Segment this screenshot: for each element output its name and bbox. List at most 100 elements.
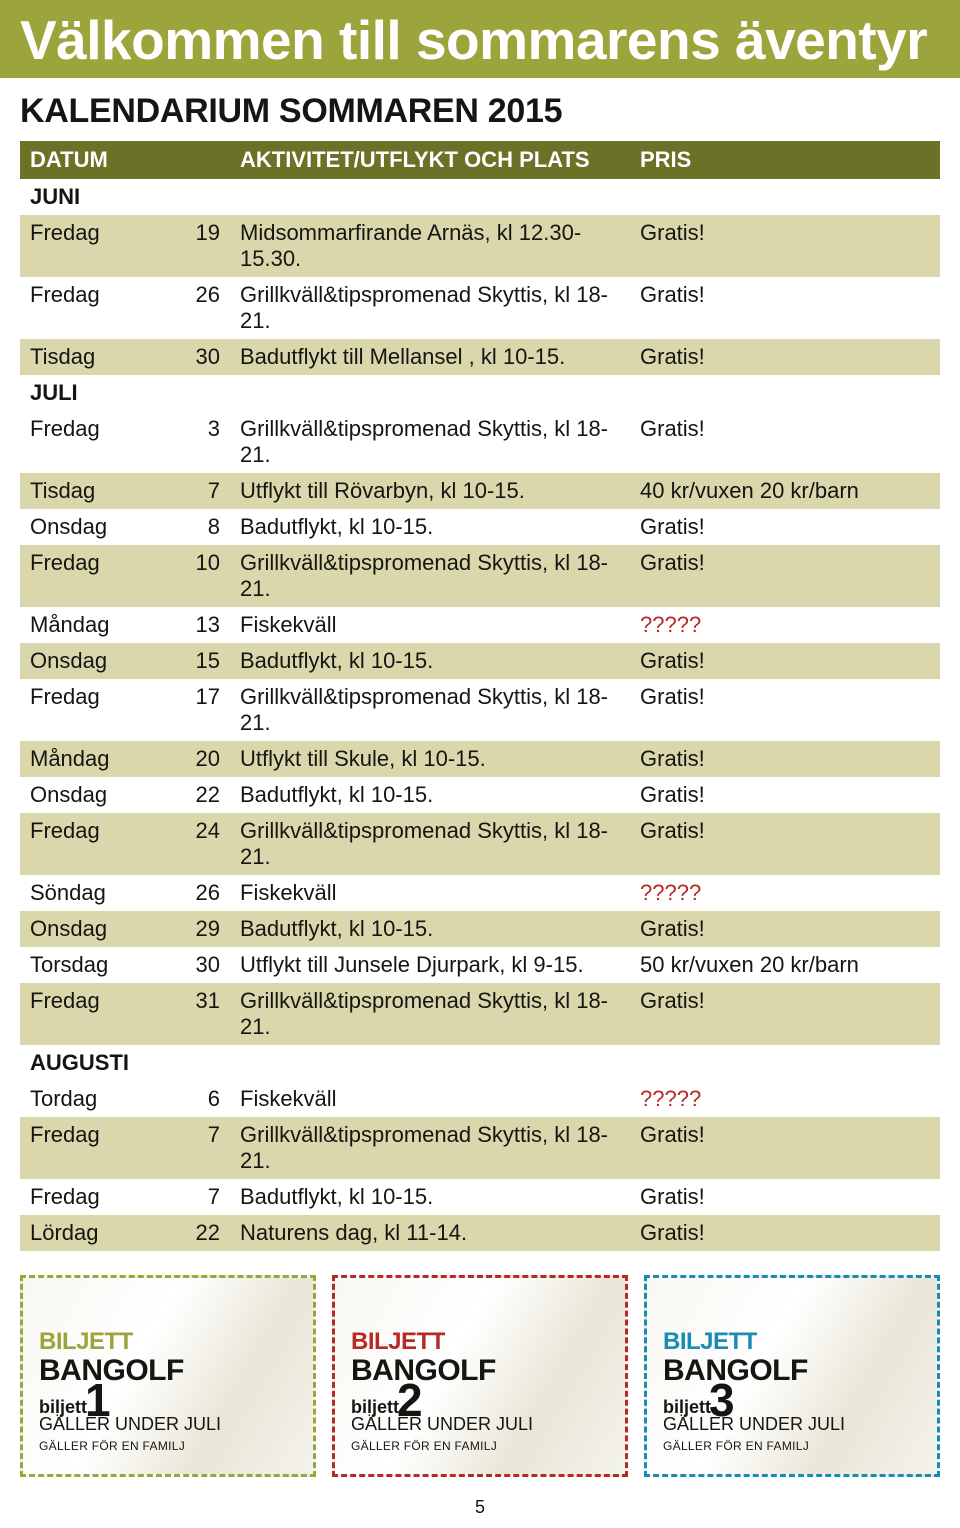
cell-activity: Badutflykt, kl 10-15.	[230, 643, 630, 679]
cell-daynum: 26	[165, 277, 230, 339]
table-row: Måndag13Fiskekväll?????	[20, 607, 940, 643]
cell-weekday: Fredag	[20, 983, 165, 1045]
cell-weekday: Onsdag	[20, 643, 165, 679]
ticket-valid-text: GÄLLER UNDER JULI	[39, 1414, 297, 1435]
cell-activity: Grillkväll&tipspromenad Skyttis, kl 18-2…	[230, 411, 630, 473]
cell-weekday: Fredag	[20, 813, 165, 875]
title-bar: Välkommen till sommarens äventyr	[0, 0, 960, 78]
table-row: Fredag19Midsommarfirande Arnäs, kl 12.30…	[20, 215, 940, 277]
cell-daynum: 13	[165, 607, 230, 643]
ticket-bangolf-label: BANGOLF	[663, 1354, 921, 1388]
cell-activity: Grillkväll&tipspromenad Skyttis, kl 18-2…	[230, 813, 630, 875]
cell-weekday: Måndag	[20, 607, 165, 643]
cell-weekday: Onsdag	[20, 911, 165, 947]
cell-activity: Badutflykt, kl 10-15.	[230, 509, 630, 545]
table-row: Torsdag30Utflykt till Junsele Djurpark, …	[20, 947, 940, 983]
cell-price: Gratis!	[630, 643, 940, 679]
cell-price: 50 kr/vuxen 20 kr/barn	[630, 947, 940, 983]
table-header: DATUM AKTIVITET/UTFLYKT OCH PLATS PRIS	[20, 141, 940, 179]
cell-price: Gratis!	[630, 777, 940, 813]
cell-activity: Grillkväll&tipspromenad Skyttis, kl 18-2…	[230, 983, 630, 1045]
month-label: JULI	[20, 375, 165, 411]
ticket-valid-text: GÄLLER UNDER JULI	[351, 1414, 609, 1435]
table-body: JUNIFredag19Midsommarfirande Arnäs, kl 1…	[20, 179, 940, 1251]
ticket-biljett-label: BILJETT	[351, 1328, 609, 1356]
table-row: Fredag7Badutflykt, kl 10-15.Gratis!	[20, 1179, 940, 1215]
table-row: Fredag7Grillkväll&tipspromenad Skyttis, …	[20, 1117, 940, 1179]
cell-daynum: 6	[165, 1081, 230, 1117]
ticket: BILJETTBANGOLFbiljett1GÄLLER UNDER JULIG…	[20, 1275, 316, 1477]
table-row: Tordag6Fiskekväll?????	[20, 1081, 940, 1117]
ticket-family-text: GÄLLER FÖR EN FAMILJ	[39, 1439, 297, 1453]
cell-activity: Midsommarfirande Arnäs, kl 12.30-15.30.	[230, 215, 630, 277]
cell-weekday: Tisdag	[20, 473, 165, 509]
month-row: JUNI	[20, 179, 940, 215]
table-row: Fredag17Grillkväll&tipspromenad Skyttis,…	[20, 679, 940, 741]
cell-price: ?????	[630, 607, 940, 643]
ticket-number: 1	[85, 1384, 111, 1416]
cell-activity: Fiskekväll	[230, 1081, 630, 1117]
cell-daynum: 10	[165, 545, 230, 607]
ticket: BILJETTBANGOLFbiljett2GÄLLER UNDER JULIG…	[332, 1275, 628, 1477]
table-row: Onsdag15Badutflykt, kl 10-15.Gratis!	[20, 643, 940, 679]
cell-weekday: Fredag	[20, 1179, 165, 1215]
cell-activity: Grillkväll&tipspromenad Skyttis, kl 18-2…	[230, 1117, 630, 1179]
cell-activity: Badutflykt, kl 10-15.	[230, 911, 630, 947]
ticket: BILJETTBANGOLFbiljett3GÄLLER UNDER JULIG…	[644, 1275, 940, 1477]
ticket-number-row: biljett2	[351, 1384, 609, 1418]
cell-weekday: Fredag	[20, 679, 165, 741]
cell-daynum: 8	[165, 509, 230, 545]
cell-weekday: Måndag	[20, 741, 165, 777]
cell-weekday: Fredag	[20, 215, 165, 277]
cell-weekday: Onsdag	[20, 777, 165, 813]
cell-price: Gratis!	[630, 215, 940, 277]
cell-weekday: Torsdag	[20, 947, 165, 983]
cell-weekday: Onsdag	[20, 509, 165, 545]
cell-daynum: 15	[165, 643, 230, 679]
cell-price: Gratis!	[630, 509, 940, 545]
cell-price: ?????	[630, 875, 940, 911]
cell-daynum: 7	[165, 1117, 230, 1179]
cell-weekday: Lördag	[20, 1215, 165, 1251]
cell-weekday: Tordag	[20, 1081, 165, 1117]
ticket-number: 3	[709, 1384, 735, 1416]
cell-activity: Fiskekväll	[230, 607, 630, 643]
cell-daynum: 26	[165, 875, 230, 911]
cell-weekday: Fredag	[20, 1117, 165, 1179]
tickets-row: BILJETTBANGOLFbiljett1GÄLLER UNDER JULIG…	[0, 1251, 960, 1487]
subtitle: KALENDARIUM SOMMAREN 2015	[0, 78, 960, 141]
table-row: Fredag10Grillkväll&tipspromenad Skyttis,…	[20, 545, 940, 607]
cell-activity: Badutflykt till Mellansel , kl 10-15.	[230, 339, 630, 375]
cell-activity: Badutflykt, kl 10-15.	[230, 1179, 630, 1215]
table-row: Fredag26Grillkväll&tipspromenad Skyttis,…	[20, 277, 940, 339]
cell-price: Gratis!	[630, 1179, 940, 1215]
ticket-bangolf-label: BANGOLF	[351, 1354, 609, 1388]
cell-activity: Utflykt till Skule, kl 10-15.	[230, 741, 630, 777]
table-row: Tisdag30Badutflykt till Mellansel , kl 1…	[20, 339, 940, 375]
cell-price: Gratis!	[630, 411, 940, 473]
cell-price: Gratis!	[630, 741, 940, 777]
month-row: JULI	[20, 375, 940, 411]
cell-activity: Naturens dag, kl 11-14.	[230, 1215, 630, 1251]
cell-activity: Badutflykt, kl 10-15.	[230, 777, 630, 813]
ticket-biljett-label: BILJETT	[663, 1328, 921, 1356]
cell-price: Gratis!	[630, 1117, 940, 1179]
ticket-valid-text: GÄLLER UNDER JULI	[663, 1414, 921, 1435]
cell-activity: Utflykt till Junsele Djurpark, kl 9-15.	[230, 947, 630, 983]
cell-daynum: 24	[165, 813, 230, 875]
cell-price: Gratis!	[630, 545, 940, 607]
cell-price: ?????	[630, 1081, 940, 1117]
cell-daynum: 17	[165, 679, 230, 741]
cell-daynum: 7	[165, 1179, 230, 1215]
page: Välkommen till sommarens äventyr KALENDA…	[0, 0, 960, 1528]
cell-price: Gratis!	[630, 339, 940, 375]
cell-price: 40 kr/vuxen 20 kr/barn	[630, 473, 940, 509]
table-row: Fredag24Grillkväll&tipspromenad Skyttis,…	[20, 813, 940, 875]
ticket-number: 2	[397, 1384, 423, 1416]
cell-price: Gratis!	[630, 983, 940, 1045]
cell-daynum: 31	[165, 983, 230, 1045]
header-price: PRIS	[630, 141, 940, 179]
page-number: 5	[0, 1487, 960, 1528]
cell-weekday: Fredag	[20, 277, 165, 339]
ticket-number-row: biljett1	[39, 1384, 297, 1418]
